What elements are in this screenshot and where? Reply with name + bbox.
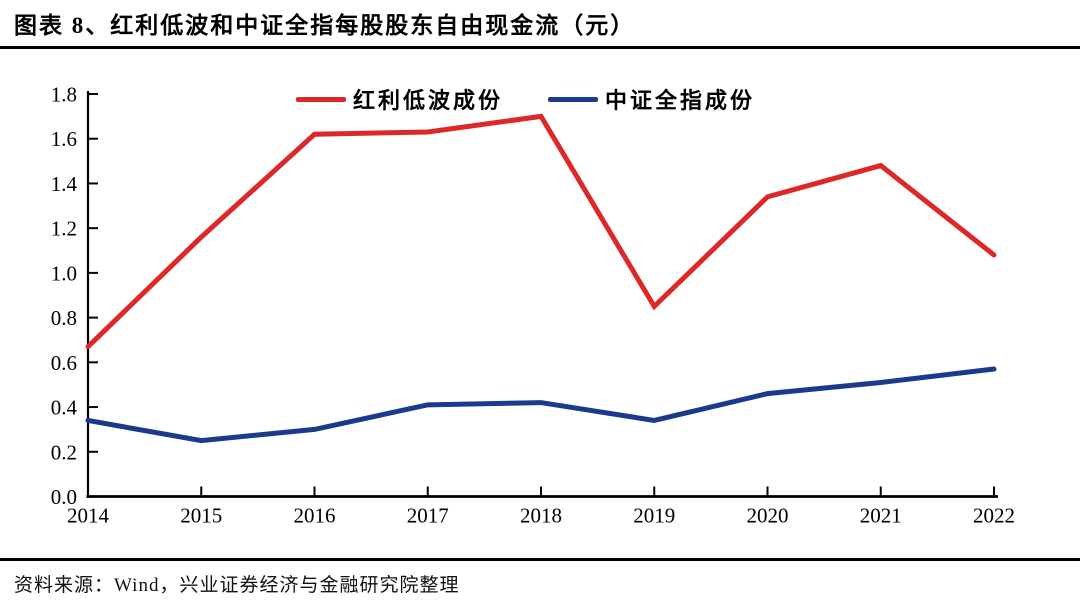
x-tick-label: 2017 — [407, 504, 449, 528]
y-tick-label: 0.4 — [51, 396, 78, 420]
source-note: 资料来源：Wind，兴业证券经济与金融研究院整理 — [14, 575, 460, 596]
x-tick-label: 2015 — [180, 504, 222, 528]
y-tick-label: 0.0 — [51, 485, 77, 509]
y-tick-label: 0.6 — [51, 351, 77, 375]
y-tick-label: 1.8 — [51, 83, 77, 107]
x-tick-label: 2016 — [294, 504, 336, 528]
x-tick-label: 2014 — [67, 504, 110, 528]
x-tick-label: 2019 — [633, 504, 675, 528]
figure-title: 图表 8、红利低波和中证全指每股股东自由现金流（元） — [14, 13, 636, 38]
legend-label-csi-all-share: 中证全指成份 — [605, 88, 756, 113]
x-tick-label: 2021 — [860, 504, 902, 528]
x-tick-label: 2020 — [747, 504, 789, 528]
title-divider — [0, 46, 1080, 49]
x-tick-label: 2022 — [973, 504, 1015, 528]
legend-label-dividend-low-vol: 红利低波成份 — [353, 88, 504, 113]
legend-line-swatch-red — [296, 96, 346, 102]
y-tick-label: 1.0 — [51, 261, 77, 285]
y-tick-label: 0.8 — [51, 306, 77, 330]
chart-legend: 红利低波成份 中证全指成份 — [296, 83, 755, 115]
legend-line-swatch-blue — [548, 96, 599, 102]
legend-item-csi-all-share: 中证全指成份 — [548, 83, 755, 115]
legend-item-dividend-low-vol: 红利低波成份 — [296, 83, 503, 115]
series-line-dividend-low-vol — [85, 113, 997, 350]
series-line-csi-all-share — [85, 366, 997, 444]
y-tick-label: 1.6 — [51, 127, 77, 151]
footer-divider — [0, 558, 1080, 561]
y-tick-label: 1.4 — [51, 172, 78, 196]
x-tick-label: 2018 — [520, 504, 562, 528]
y-tick-label: 1.2 — [51, 217, 77, 241]
y-tick-label: 0.2 — [51, 440, 77, 464]
